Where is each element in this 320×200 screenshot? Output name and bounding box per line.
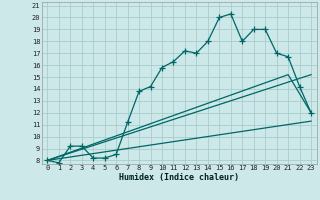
X-axis label: Humidex (Indice chaleur): Humidex (Indice chaleur) <box>119 173 239 182</box>
